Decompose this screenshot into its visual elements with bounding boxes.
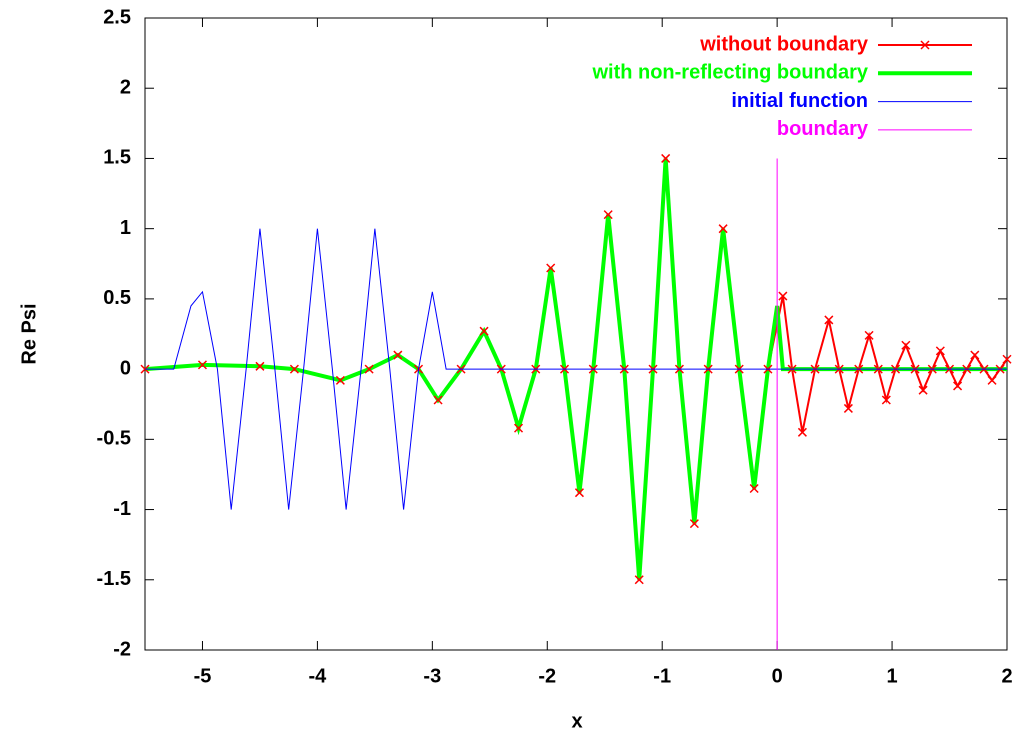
- point-marker: [433, 395, 443, 405]
- point-marker: [935, 346, 945, 356]
- point-marker: [197, 360, 207, 370]
- point-marker: [689, 519, 699, 529]
- y-tick-label: -1.5: [97, 568, 131, 590]
- point-marker: [970, 350, 980, 360]
- point-marker: [661, 153, 671, 163]
- y-tick-label: -1: [113, 498, 131, 520]
- point-marker: [797, 427, 807, 437]
- legend-label: initial function: [731, 90, 868, 112]
- x-axis-label: x: [571, 710, 582, 732]
- y-axis-label: Re Psi: [18, 303, 40, 364]
- point-marker: [864, 330, 874, 340]
- point-marker: [718, 224, 728, 234]
- point-marker: [953, 381, 963, 391]
- x-tick-label: -1: [653, 665, 671, 687]
- legend-swatch: [920, 40, 930, 50]
- point-marker: [918, 385, 928, 395]
- y-tick-label: -0.5: [97, 428, 131, 450]
- y-tick-label: 0.5: [103, 287, 131, 309]
- y-tick-label: 2: [120, 77, 131, 99]
- x-tick-label: 0: [772, 665, 783, 687]
- point-marker: [514, 423, 524, 433]
- point-marker: [749, 483, 759, 494]
- y-tick-label: -2: [113, 638, 131, 660]
- x-tick-label: -2: [538, 665, 556, 687]
- y-tick-label: 1: [120, 217, 131, 239]
- point-marker: [603, 210, 613, 220]
- point-marker: [289, 364, 299, 374]
- point-marker: [987, 375, 997, 385]
- point-marker: [574, 488, 584, 498]
- x-tick-label: -5: [194, 665, 212, 687]
- x-tick-label: 1: [887, 665, 898, 687]
- point-marker: [1002, 354, 1012, 364]
- point-marker: [335, 375, 345, 385]
- point-marker: [364, 364, 374, 374]
- point-marker: [881, 395, 891, 405]
- point-marker: [634, 575, 644, 585]
- point-marker: [901, 340, 911, 350]
- legend-label: without boundary: [699, 33, 869, 55]
- x-tick-label: -3: [423, 665, 441, 687]
- point-marker: [824, 315, 834, 325]
- point-marker: [479, 326, 489, 336]
- y-tick-label: 0: [120, 357, 131, 379]
- y-tick-label: 2.5: [103, 6, 131, 28]
- plot-border: [144, 17, 1008, 651]
- legend-label: boundary: [777, 118, 869, 140]
- series-line: [145, 228, 1007, 510]
- point-marker: [843, 403, 853, 413]
- point-marker: [255, 361, 265, 371]
- point-marker: [546, 263, 556, 273]
- x-tick-label: 2: [1001, 665, 1012, 687]
- point-marker: [393, 350, 403, 360]
- point-marker: [778, 291, 788, 301]
- y-tick-label: 1.5: [103, 147, 131, 169]
- legend-label: with non-reflecting boundary: [591, 62, 868, 84]
- x-tick-label: -4: [309, 665, 328, 687]
